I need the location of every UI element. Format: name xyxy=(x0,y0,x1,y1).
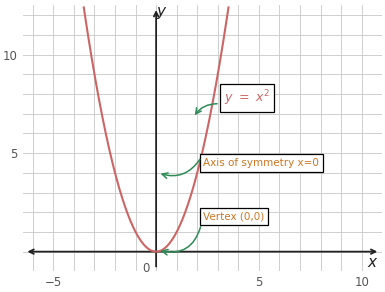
Text: y: y xyxy=(157,4,166,19)
Text: Axis of symmetry x=0: Axis of symmetry x=0 xyxy=(203,158,319,168)
Text: Vertex (0,0): Vertex (0,0) xyxy=(203,211,264,221)
Text: x: x xyxy=(367,255,377,270)
Text: $y \ = \ x^2$: $y \ = \ x^2$ xyxy=(224,88,270,108)
Text: 0: 0 xyxy=(142,262,150,274)
